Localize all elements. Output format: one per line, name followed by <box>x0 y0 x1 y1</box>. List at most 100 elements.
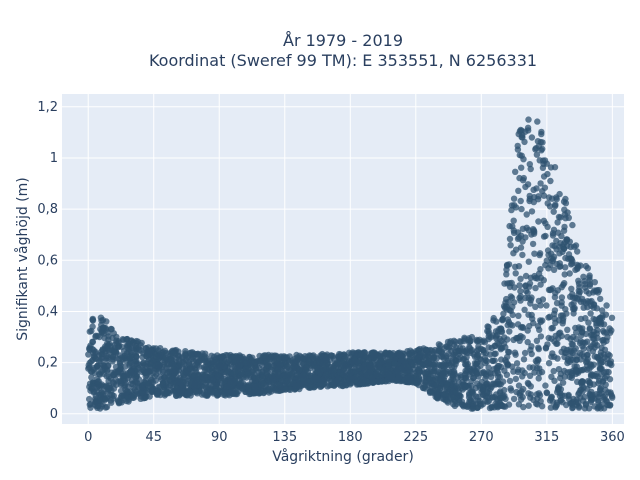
data-point <box>139 383 146 391</box>
data-point <box>507 385 514 392</box>
data-point <box>343 382 350 389</box>
data-point <box>549 285 556 292</box>
data-point <box>583 338 591 345</box>
data-point <box>422 361 430 369</box>
data-point <box>586 325 593 333</box>
x-tick-label: 45 <box>145 430 162 445</box>
data-point <box>90 349 97 356</box>
data-point <box>202 372 209 379</box>
data-point <box>533 400 540 407</box>
data-point <box>547 261 554 269</box>
data-point <box>476 382 483 389</box>
data-point <box>430 349 437 356</box>
data-point <box>553 237 560 245</box>
data-point <box>551 294 559 301</box>
data-point <box>549 232 557 239</box>
data-point <box>545 314 552 321</box>
data-point <box>606 360 614 367</box>
data-point <box>300 356 307 363</box>
data-point <box>474 346 482 353</box>
data-point <box>368 374 376 381</box>
data-point <box>590 361 597 368</box>
data-point <box>470 374 477 382</box>
data-point <box>531 194 538 201</box>
data-point <box>131 348 138 356</box>
data-point <box>552 403 560 410</box>
data-point <box>408 351 415 359</box>
data-point <box>196 363 203 370</box>
data-point <box>525 116 532 123</box>
data-point <box>272 387 279 394</box>
data-point <box>355 365 363 372</box>
data-point <box>525 390 532 397</box>
data-point <box>553 299 561 307</box>
data-point <box>336 380 343 387</box>
y-tick-label: 0,8 <box>37 202 58 217</box>
data-point <box>581 393 588 401</box>
data-point <box>536 326 543 333</box>
data-point <box>535 344 542 351</box>
data-point <box>268 372 275 380</box>
data-point <box>214 372 222 380</box>
data-point <box>220 391 227 398</box>
data-point <box>510 217 517 224</box>
data-point <box>318 376 325 384</box>
data-point <box>528 294 535 301</box>
data-point <box>603 302 610 309</box>
data-point <box>522 234 529 241</box>
data-point <box>445 357 452 364</box>
data-point <box>469 405 477 412</box>
data-point <box>421 381 428 389</box>
data-point <box>551 315 558 322</box>
data-point <box>170 349 177 356</box>
data-point <box>456 344 464 351</box>
data-point <box>523 224 530 231</box>
data-point <box>545 194 553 201</box>
data-point <box>491 350 498 358</box>
data-point <box>465 336 472 344</box>
data-point <box>504 321 511 329</box>
data-point <box>457 374 465 381</box>
data-point <box>498 356 505 363</box>
data-point <box>145 347 152 354</box>
x-tick-labels: 0 45 90 135 180 225 270 315 360 <box>84 430 625 445</box>
data-point <box>586 272 593 279</box>
data-point <box>551 377 558 384</box>
data-point <box>154 387 162 394</box>
data-point <box>586 345 593 352</box>
data-point <box>556 250 563 257</box>
data-point <box>270 380 277 387</box>
data-point <box>527 274 534 281</box>
data-point <box>554 219 561 226</box>
data-point <box>161 347 169 354</box>
data-point <box>512 375 520 383</box>
data-point <box>573 295 580 302</box>
data-point <box>220 362 228 370</box>
data-point <box>538 403 546 410</box>
data-point <box>109 391 116 399</box>
data-point <box>85 362 92 369</box>
data-point <box>401 359 409 367</box>
data-point <box>104 354 111 361</box>
data-point <box>574 265 581 272</box>
data-point <box>176 379 184 386</box>
data-point <box>506 280 513 287</box>
data-point <box>558 232 565 240</box>
data-point <box>452 348 460 356</box>
data-point <box>558 392 566 399</box>
data-point <box>546 203 554 210</box>
data-point <box>441 390 449 398</box>
data-point <box>510 195 518 202</box>
scatter-points <box>85 116 616 412</box>
data-point <box>539 296 547 303</box>
data-point <box>516 174 523 182</box>
data-point <box>469 390 477 397</box>
data-point <box>224 352 231 359</box>
data-point <box>549 398 557 405</box>
data-point <box>528 134 536 141</box>
data-point <box>138 389 146 396</box>
data-point <box>127 353 134 360</box>
data-point <box>539 317 546 324</box>
data-point <box>425 354 433 361</box>
data-point <box>122 357 130 364</box>
